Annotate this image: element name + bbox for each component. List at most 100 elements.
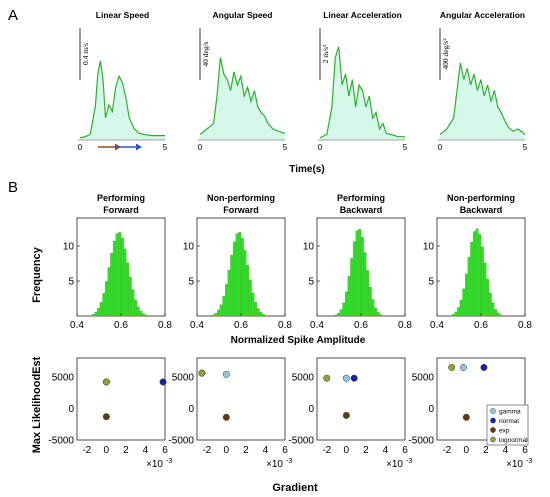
hist-title: Backward (460, 205, 503, 215)
scatter-point-exp (102, 413, 110, 421)
hist-bar (123, 248, 127, 317)
legend-marker-gamma (490, 408, 496, 414)
hist-bar (371, 299, 375, 317)
hist-bar (334, 314, 338, 317)
hist-bar (219, 304, 223, 317)
hist-bar (350, 258, 354, 317)
hist-title: Non-performing (207, 193, 275, 203)
trace-title: Linear Speed (96, 10, 149, 20)
x-tick-label: 5 (283, 143, 288, 152)
scale-bar-label: 40 deg/s (201, 41, 210, 66)
hist-bar (246, 264, 250, 317)
x-tick-label: 2 (363, 445, 369, 456)
x-tick-label: 0 (78, 143, 83, 152)
y-tick-label: 0 (308, 404, 314, 415)
hist-bar (496, 312, 500, 317)
hist-bar (499, 314, 503, 317)
arrow-blue-head (136, 143, 142, 151)
hist-bar (238, 232, 242, 317)
hist-title: Performing (337, 193, 385, 203)
trace-line (439, 62, 526, 135)
hist-bar (355, 230, 359, 317)
x-tick-label: 0.8 (278, 320, 292, 331)
trace-glow (200, 57, 285, 140)
hist-bar (256, 308, 260, 317)
x-tick-label: 0.6 (474, 320, 488, 331)
hist-bar (214, 312, 218, 317)
x-exponent-label: ×10 (506, 459, 523, 470)
y-tick-label: 0 (68, 404, 74, 415)
x-tick-label: -2 (82, 445, 91, 456)
hist-bar (139, 310, 143, 317)
scatter-point-gamma (342, 374, 350, 382)
hist-bar (486, 279, 490, 317)
legend-marker-lognormal (490, 436, 496, 443)
row1-time-traces: Linear Speed 0.4 m/s 0 5 Angular Speed 40 deg… (78, 10, 528, 152)
hist-bar (227, 269, 231, 317)
hist-bar (136, 306, 140, 317)
hist-bar (451, 314, 455, 317)
scale-bar-label: 0.4 m/s (81, 43, 90, 65)
x-tick-label: 0.6 (234, 320, 248, 331)
scatter-point-exp (342, 411, 350, 419)
hist-bar (342, 302, 346, 317)
hist-bar (251, 292, 255, 317)
hist-bar (457, 307, 461, 317)
scatter-point-gamma (459, 364, 467, 371)
x-tick-label: 0 (438, 143, 443, 152)
hist-bar (115, 233, 119, 317)
scatter-point-normal (480, 364, 488, 371)
y-tick-label: 5000 (172, 372, 195, 383)
scatter-point-lognormal (198, 369, 206, 377)
hist-bar (110, 253, 114, 317)
x-tick-label: 0 (344, 445, 350, 456)
x-exponent-label: ×10 (266, 459, 283, 470)
y-tick-label: 10 (423, 242, 435, 253)
y-tick-label: 0 (188, 404, 194, 415)
x-tick-label: 2 (243, 445, 249, 456)
row2-xlabel: Normalized Spike Amplitude (231, 335, 366, 346)
hist-title: Performing (97, 193, 145, 203)
scatter-point-normal (159, 378, 167, 386)
row2-ylabel: Frequency (31, 246, 43, 303)
x-exponent-label: ×10 (386, 459, 403, 470)
x-tick-label: -2 (322, 445, 331, 456)
hist-bar (465, 273, 468, 317)
hist-bar (478, 234, 482, 317)
hist-bar (494, 309, 497, 317)
trace-glow (80, 60, 165, 140)
y-tick-label: 5 (68, 277, 74, 288)
hist-bar (483, 262, 487, 317)
hist-bar (102, 293, 106, 317)
y-tick-label: 5000 (292, 372, 315, 383)
x-tick-label: 5 (403, 143, 408, 152)
scatter-point-lognormal (448, 364, 456, 371)
hist-bar (94, 311, 98, 317)
hist-bar (99, 302, 103, 317)
hist-bar (339, 309, 343, 317)
y-tick-label: -5000 (408, 436, 434, 447)
hist-bar (360, 237, 364, 317)
x-tick-label: 0.4 (70, 320, 84, 331)
hist-bar (112, 240, 116, 317)
x-tick-label: 0.8 (158, 320, 172, 331)
legend-marker-normal (490, 417, 496, 424)
hist-bar (454, 311, 458, 317)
hist-bar (232, 241, 236, 317)
x-tick-label: 4 (383, 445, 389, 456)
row3-ylabel: Max LikelihoodEst (31, 356, 43, 453)
panel-b-label: B (8, 179, 18, 196)
panel-a-label: A (8, 7, 18, 24)
y-tick-label: 5000 (412, 372, 435, 383)
hist-bar (472, 231, 476, 317)
scale-bar-label: 2 m/s² (321, 44, 330, 63)
y-tick-label: 10 (183, 242, 195, 253)
y-tick-label: 5000 (52, 372, 75, 383)
hist-title: Non-performing (447, 193, 515, 203)
hist-bar (462, 288, 466, 317)
y-tick-label: 10 (63, 242, 75, 253)
scale-bar-label: 400 deg/s² (441, 38, 450, 70)
hist-bar (128, 276, 132, 317)
hist-bar (261, 314, 265, 317)
